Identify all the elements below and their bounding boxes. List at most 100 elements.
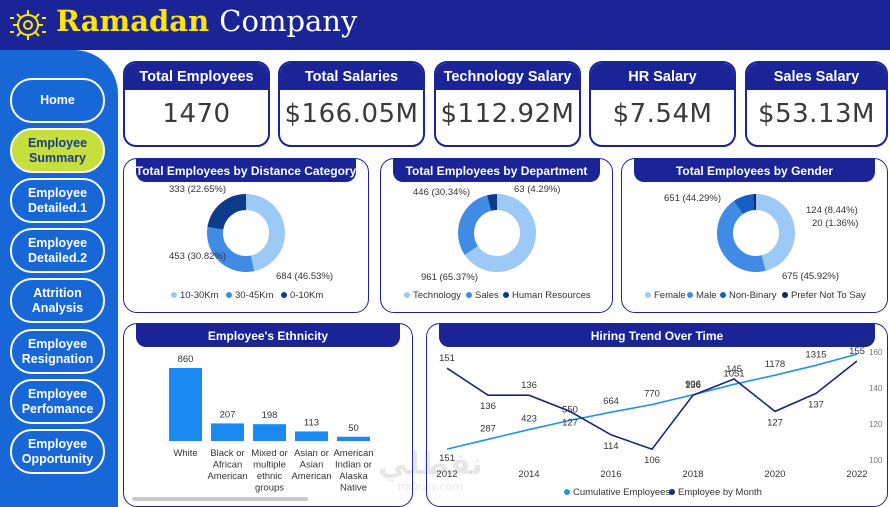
category-label: African (213, 460, 243, 471)
gender-donut-chart: 675 (45.92%) 651 (44.29%) 124 (8.44%) 20 (1… (645, 193, 866, 301)
bar[interactable] (211, 423, 244, 441)
category-label: Asian (300, 460, 324, 471)
data-label: 136 (521, 380, 537, 391)
data-label: 675 (45.92%) (782, 271, 839, 282)
bar-value-label: 198 (262, 410, 278, 421)
kpi-title: Total Salaries (280, 63, 423, 90)
kpi-title: Sales Salary (747, 63, 886, 90)
data-label: 906 (685, 379, 701, 390)
category-label: Native (340, 483, 367, 494)
legend-label: Human Resources (512, 290, 591, 301)
hiring-trend-line-chart: 100 120 140 160 2012 2014 2016 2018 2020 2022 151 2… (436, 338, 883, 498)
data-label: 151 (439, 453, 455, 464)
department-chart-card: Total Employees by Department 961 (65.37… (380, 158, 613, 313)
distance-chart-card: Total Employees by Distance Category 684… (123, 158, 369, 313)
category-label: American (333, 448, 373, 459)
chart-title: Total Employees by Department (393, 159, 600, 182)
legend-swatch (281, 292, 287, 298)
data-label: 664 (603, 396, 619, 407)
nav-employee-detailed-2-button[interactable]: Employee Detailed.2 (10, 228, 105, 273)
legend-swatch (171, 292, 177, 298)
bar[interactable] (337, 436, 370, 441)
gender-chart-card: Total Employees by Gender 675 (45.92%) 65… (621, 158, 888, 313)
series-line[interactable] (446, 360, 858, 451)
nav-employee-detailed-1-button[interactable]: Employee Detailed.1 (10, 178, 105, 223)
kpi-value: $53.13M (758, 99, 875, 129)
data-label: 124 (8.44%) (806, 205, 858, 216)
data-label: 423 (521, 414, 537, 425)
category-label: American (207, 471, 247, 482)
series-line[interactable] (446, 353, 858, 450)
legend-label: Prefer Not To Say (791, 290, 866, 301)
kpi-value: $166.05M (284, 99, 419, 129)
kpi-title: Technology Salary (436, 63, 579, 90)
nav-employee-opportunity-button[interactable]: Employee Opportunity (10, 429, 105, 474)
bar[interactable] (253, 424, 286, 441)
category-label: American (291, 471, 331, 482)
data-label: 155 (849, 346, 865, 357)
sidebar: Home Employee Summary Employee Detailed.… (0, 50, 118, 507)
data-label: 136 (480, 401, 496, 412)
legend-swatch (645, 292, 651, 298)
right-axis-tick: 100 (869, 456, 883, 465)
legend-swatch (687, 292, 693, 298)
legend-swatch (669, 489, 675, 495)
legend-label: Employee by Month (678, 487, 762, 498)
kpi-hr-salary: HR Salary $7.54M (589, 61, 736, 147)
category-label: Alaska (339, 471, 368, 482)
category-label: groups (255, 483, 284, 494)
donut-slice[interactable] (458, 194, 536, 272)
data-label: 684 (46.53%) (276, 271, 333, 282)
data-label: 127 (767, 417, 783, 428)
right-axis-tick: 120 (869, 420, 883, 429)
x-axis-tick: 2022 (846, 469, 867, 480)
data-label: 136 (685, 380, 701, 391)
kpi-total-salaries: Total Salaries $166.05M (278, 61, 425, 147)
nav-employee-resignation-button[interactable]: Employee Resignation (10, 329, 105, 374)
bar[interactable] (169, 368, 202, 441)
donut-slice[interactable] (207, 194, 285, 272)
nav-attrition-analysis-button[interactable]: Attrition Analysis (10, 278, 105, 323)
chart-title: Total Employees by Distance Category (136, 159, 356, 182)
kpi-sales-salary: Sales Salary $53.13M (745, 61, 888, 147)
bar-value-label: 113 (304, 417, 319, 428)
brand-title: Ramadan Company (56, 4, 357, 38)
kpi-title: HR Salary (591, 63, 734, 90)
data-label: 1178 (765, 359, 785, 370)
horizontal-scrollbar[interactable] (132, 497, 308, 501)
category-label: Indian or (335, 460, 372, 471)
legend-label: Cumulative Employees (573, 487, 670, 498)
bar-value-label: 50 (348, 423, 359, 434)
nav-home-button[interactable]: Home (10, 78, 105, 123)
distance-donut-chart: 684 (46.53%) 453 (30.82%) 333 (22.65%) 10-3… (169, 184, 333, 301)
hiring-trend-card: Hiring Trend Over Time 100 120 140 160 2012 2… (426, 323, 888, 507)
legend-swatch (404, 292, 410, 298)
top-bar: Ramadan Company (0, 0, 890, 50)
legend-swatch (720, 292, 726, 298)
nav-employee-summary-button[interactable]: Employee Summary (10, 128, 105, 173)
legend-label: 0-10Km (290, 290, 323, 301)
data-label: 1051 (723, 368, 744, 379)
department-donut-chart: 961 (65.37%) 446 (30.34%) 63 (4.29%) Techno… (404, 184, 591, 301)
nav-employee-performance-button[interactable]: Employee Perfomance (10, 379, 105, 424)
legend-label: Male (696, 290, 717, 301)
category-label: Black or (210, 448, 244, 459)
data-label: 1315 (805, 349, 826, 360)
donut-slice[interactable] (458, 194, 536, 272)
kpi-value: $7.54M (612, 99, 713, 129)
data-label: 453 (30.82%) (169, 251, 226, 262)
bar[interactable] (295, 431, 328, 441)
category-label: ethnic (257, 471, 283, 482)
data-label: 770 (644, 389, 660, 400)
donut-slice[interactable] (717, 194, 795, 272)
category-label: multiple (253, 460, 286, 471)
data-label: 106 (644, 455, 660, 466)
legend-label: 10-30Km (180, 290, 219, 301)
data-label: 651 (44.29%) (664, 193, 721, 204)
donut-slice[interactable] (717, 194, 795, 272)
data-label: 961 (65.37%) (421, 272, 478, 283)
donut-slice[interactable] (207, 194, 285, 272)
legend-swatch (226, 292, 232, 298)
data-label: 446 (30.34%) (413, 187, 470, 198)
